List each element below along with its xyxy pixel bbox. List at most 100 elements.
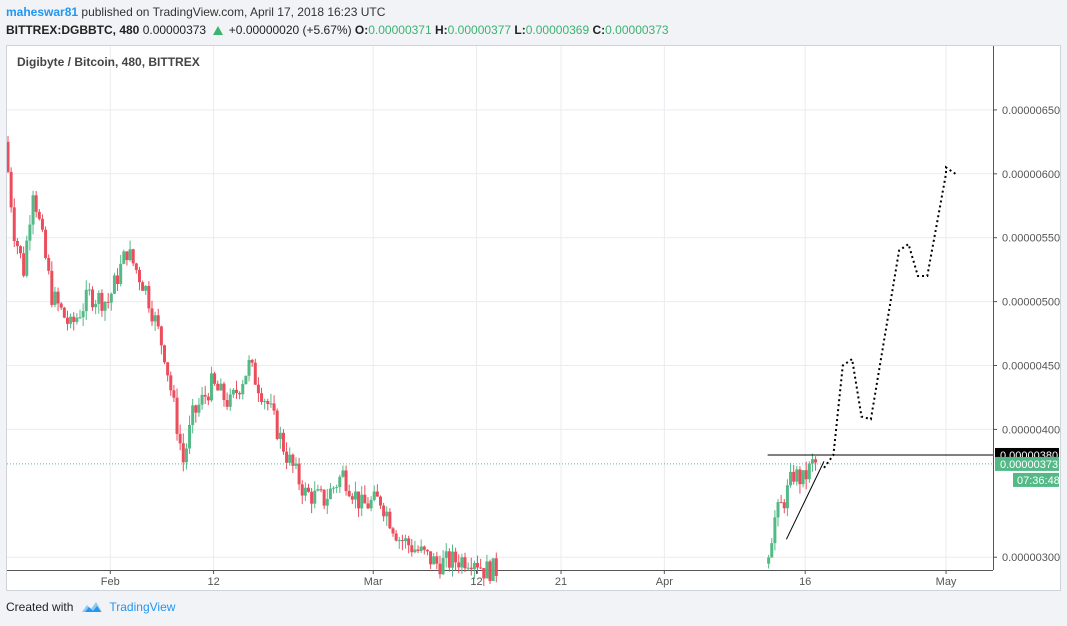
candle-body <box>12 207 16 242</box>
candle-body <box>31 195 35 225</box>
x-tick-label: 16 <box>799 576 811 588</box>
candle-body <box>235 389 239 393</box>
candle-body <box>213 373 217 384</box>
candle-body <box>429 551 433 565</box>
candle-body <box>792 471 796 482</box>
candle-body <box>457 562 461 568</box>
chart-panel[interactable]: 0.00000650 0.00000600 0.00000550 0.00000500… <box>6 45 1061 591</box>
candle-body <box>219 383 223 391</box>
candle-body <box>91 289 95 308</box>
candle-body <box>59 303 63 308</box>
candle-body <box>109 293 113 303</box>
candle-body <box>172 390 176 398</box>
candle-body <box>40 218 44 230</box>
candle-body <box>112 275 116 294</box>
candle-body <box>119 263 123 284</box>
candle-body <box>773 517 777 544</box>
candle-body <box>328 488 332 499</box>
candle-body <box>814 459 818 463</box>
candle-body <box>75 317 79 322</box>
candle-body <box>810 459 814 464</box>
symbol-ohlc-bar: BITTREX:DGBBTC, 480 0.00000373 +0.000000… <box>6 23 669 37</box>
candle-body <box>163 345 167 363</box>
current-price-badge <box>995 456 1059 471</box>
close-value: 0.00000373 <box>605 23 669 37</box>
open-label: O: <box>354 23 369 37</box>
chart-canvas[interactable]: 0.00000650 0.00000600 0.00000550 0.00000500… <box>7 46 1060 590</box>
candle-body <box>335 487 339 489</box>
candle-body <box>382 505 386 517</box>
candle-body <box>332 487 336 489</box>
tradingview-link[interactable]: TradingView <box>109 600 176 614</box>
candle-body <box>444 551 448 558</box>
symbol-label: BITTREX:DGBBTC, 480 <box>6 23 140 37</box>
candle-body <box>197 404 201 413</box>
candle-body <box>782 502 786 509</box>
candle-body <box>338 476 342 488</box>
publish-info: maheswar81 published on TradingView.com,… <box>6 5 385 19</box>
candle-body <box>81 311 85 318</box>
high-value: 0.00000377 <box>447 23 512 37</box>
author-link[interactable]: maheswar81 <box>6 5 79 19</box>
candle-body <box>469 567 473 570</box>
candle-body <box>156 315 160 327</box>
candle-body <box>225 400 229 407</box>
low-label: L: <box>514 23 526 37</box>
candle-body <box>410 545 414 553</box>
candle-body <box>454 551 458 563</box>
up-arrow-icon <box>213 26 224 35</box>
candle-body <box>313 490 317 504</box>
candle-body <box>491 558 495 581</box>
candle-body <box>228 394 232 407</box>
candle-body <box>767 557 771 564</box>
candles-group <box>7 136 818 587</box>
candle-body <box>206 396 210 401</box>
candle-body <box>397 540 401 542</box>
candle-body <box>72 316 76 322</box>
candle-body <box>25 240 29 276</box>
candle-body <box>385 511 389 517</box>
candle-body <box>344 470 348 491</box>
candle-body <box>97 292 101 304</box>
candle-body <box>181 443 185 463</box>
candle-body <box>272 403 276 411</box>
high-label: H: <box>435 23 448 37</box>
y-tick-label: 0.00000500 <box>1002 297 1060 309</box>
candle-body <box>466 567 470 569</box>
candle-body <box>9 171 13 208</box>
chart-title: Digibyte / Bitcoin, 480, BITTREX <box>17 55 200 69</box>
candle-body <box>184 448 188 463</box>
candle-body <box>785 485 789 509</box>
candle-body <box>128 249 132 261</box>
candle-body <box>200 394 204 405</box>
candle-body <box>141 282 145 291</box>
candle-body <box>494 558 498 577</box>
candle-body <box>300 484 304 496</box>
candle-body <box>804 470 808 480</box>
candle-body <box>310 491 314 504</box>
candle-body <box>116 275 120 284</box>
candle-body <box>789 471 793 486</box>
candle-body <box>247 359 251 376</box>
candle-body <box>394 533 398 541</box>
open-value: 0.00000371 <box>368 23 432 37</box>
x-tick-label: Feb <box>101 576 120 588</box>
candle-body <box>191 405 195 425</box>
candle-body <box>357 491 361 509</box>
candle-body <box>169 375 173 391</box>
candle-body <box>178 433 182 444</box>
candle-body <box>84 289 88 312</box>
current-price-badge-text: 0.00000373 <box>1000 459 1058 471</box>
candle-body <box>122 251 126 264</box>
candle-body <box>209 373 213 401</box>
candle-body <box>285 451 289 463</box>
y-tick-label: 0.00000600 <box>1002 169 1060 181</box>
candle-body <box>776 502 780 518</box>
candle-body <box>369 499 373 509</box>
candle-body <box>269 403 273 405</box>
candle-body <box>294 463 298 466</box>
candle-body <box>94 303 98 308</box>
candle-body <box>347 490 351 497</box>
candle-body <box>316 489 320 491</box>
candle-body <box>801 470 805 485</box>
